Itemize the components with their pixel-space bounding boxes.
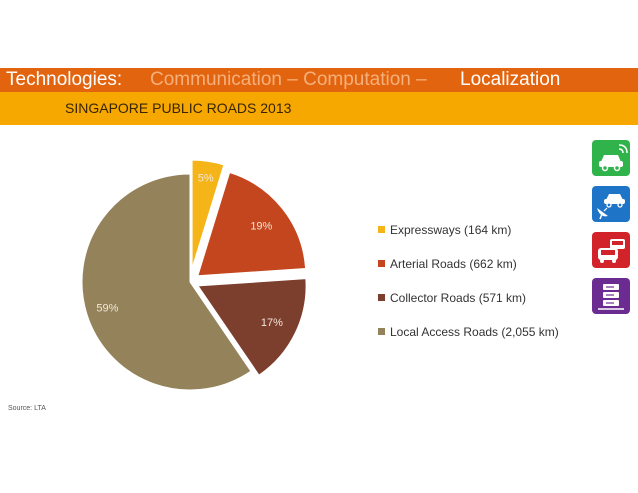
chart-subtitle: SINGAPORE PUBLIC ROADS 2013 (65, 100, 292, 116)
pie-slice (191, 159, 225, 269)
slice-label: 5% (198, 172, 214, 184)
connected-car-icon (592, 140, 630, 176)
title-middle: Communication – Computation – (150, 69, 427, 90)
legend-label: Local Access Roads (2,055 km) (390, 325, 559, 339)
source-note: Source: LTA (8, 405, 46, 412)
title-prefix: Technologies: (6, 69, 123, 90)
title-highlight: Localization (460, 69, 561, 90)
pie-slice (197, 278, 307, 376)
title-bar: Technologies: Communication – Computatio… (0, 68, 638, 92)
legend-label: Expressways (164 km) (390, 223, 512, 237)
traffic-cars-icon (592, 232, 630, 268)
legend-swatch (378, 260, 385, 267)
legend-swatch (378, 328, 385, 335)
legend-swatch (378, 294, 385, 301)
slice-label: 59% (96, 302, 118, 314)
legend-label: Arterial Roads (662 km) (390, 257, 517, 271)
satellite-car-icon (592, 186, 630, 222)
pie-slice (197, 171, 307, 277)
legend-swatch (378, 226, 385, 233)
slice-label: 17% (261, 317, 283, 329)
server-icon (592, 278, 630, 314)
slice-label: 19% (250, 221, 272, 233)
legend-label: Collector Roads (571 km) (390, 291, 527, 305)
subtitle-bar: SINGAPORE PUBLIC ROADS 2013 (0, 92, 638, 125)
pie-slice (81, 173, 252, 391)
